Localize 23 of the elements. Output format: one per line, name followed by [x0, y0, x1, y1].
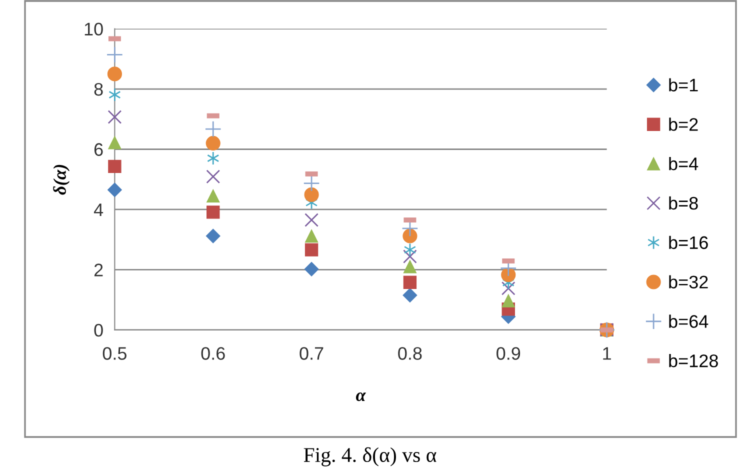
legend-label: b=4 [669, 157, 698, 170]
y-tick-label: 4 [94, 204, 104, 216]
x-tick-label: 0.7 [300, 347, 324, 360]
y-axis-title: δ(α) [53, 164, 70, 195]
legend-label: b=2 [669, 118, 698, 131]
legend-label: b=8 [669, 196, 698, 210]
x-tick-label: 0.8 [398, 347, 422, 360]
y-tick-label: 10 [84, 22, 103, 36]
caption: Fig. 4. δ(α) vs α [304, 447, 436, 466]
legend-label: b=32 [669, 275, 708, 288]
legend-label: b=64 [669, 314, 708, 328]
x-axis-title: α [356, 392, 366, 402]
legend-label: b=128 [669, 354, 718, 368]
legend-label: b=1 [669, 78, 698, 92]
y-tick-label: 8 [94, 82, 103, 96]
y-tick-label: 2 [94, 264, 103, 276]
x-tick-label: 0.6 [201, 347, 225, 360]
x-tick-label: 1 [603, 347, 611, 360]
y-tick-label: 6 [94, 143, 103, 156]
x-tick-label: 0.9 [496, 347, 520, 360]
y-tick-label: 0 [94, 324, 103, 337]
x-tick-label: 0.5 [102, 347, 126, 360]
legend-label: b=16 [669, 236, 708, 250]
